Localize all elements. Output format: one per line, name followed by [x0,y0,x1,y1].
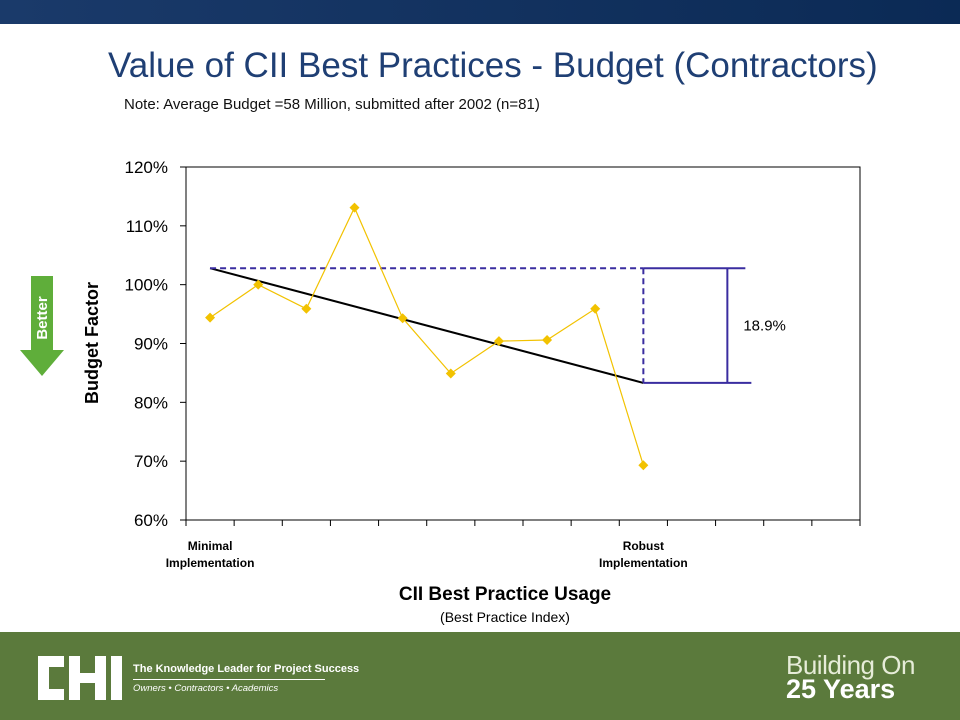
footer-sub-tagline: Owners • Contractors • Academics [133,683,279,694]
trend-line [209,267,644,384]
x-low-label: Minimal [188,539,233,553]
difference-label: 18.9% [743,318,786,335]
x-high-label: Implementation [599,556,688,570]
y-tick-label: 120% [125,158,168,177]
data-point [445,368,456,379]
plot-area [185,166,861,521]
x-axis-subtitle: (Best Practice Index) [440,609,570,625]
top-banner [0,0,960,24]
years-text: 25 Years [786,674,896,704]
chart-note: Note: Average Budget =58 Million, submit… [124,96,540,113]
data-point [301,303,312,314]
page-title: Value of CII Best Practices - Budget (Co… [108,46,878,85]
data-point [638,460,649,471]
y-tick-label: 60% [134,511,168,530]
y-tick-label: 80% [134,393,168,412]
x-axis-title: CII Best Practice Usage [399,584,611,605]
x-high-label: Robust [623,539,664,553]
building-on-text: Building On [786,650,915,680]
budget-factor-chart: 60% 70% 80% 90% 100% 110% 120% Minimal Implement… [20,158,861,625]
x-low-label: Implementation [166,556,255,570]
data-point [253,279,264,290]
better-arrow-icon [20,276,64,376]
better-label: Better [34,296,51,340]
data-point [493,336,504,347]
cii-logo [38,656,122,700]
series-line [209,206,644,466]
data-point [349,202,360,213]
data-point [542,334,553,345]
footer-band [0,632,960,720]
y-tick-label: 70% [134,452,168,471]
data-point [205,312,216,323]
y-tick-label: 110% [126,217,168,236]
data-point [397,313,408,324]
data-point [590,303,601,314]
y-tick-label: 90% [134,335,168,354]
footer-tagline: The Knowledge Leader for Project Success [133,663,360,675]
tagline-divider [133,679,325,680]
y-axis-title: Budget Factor [82,282,102,404]
y-tick-label: 100% [125,276,168,295]
